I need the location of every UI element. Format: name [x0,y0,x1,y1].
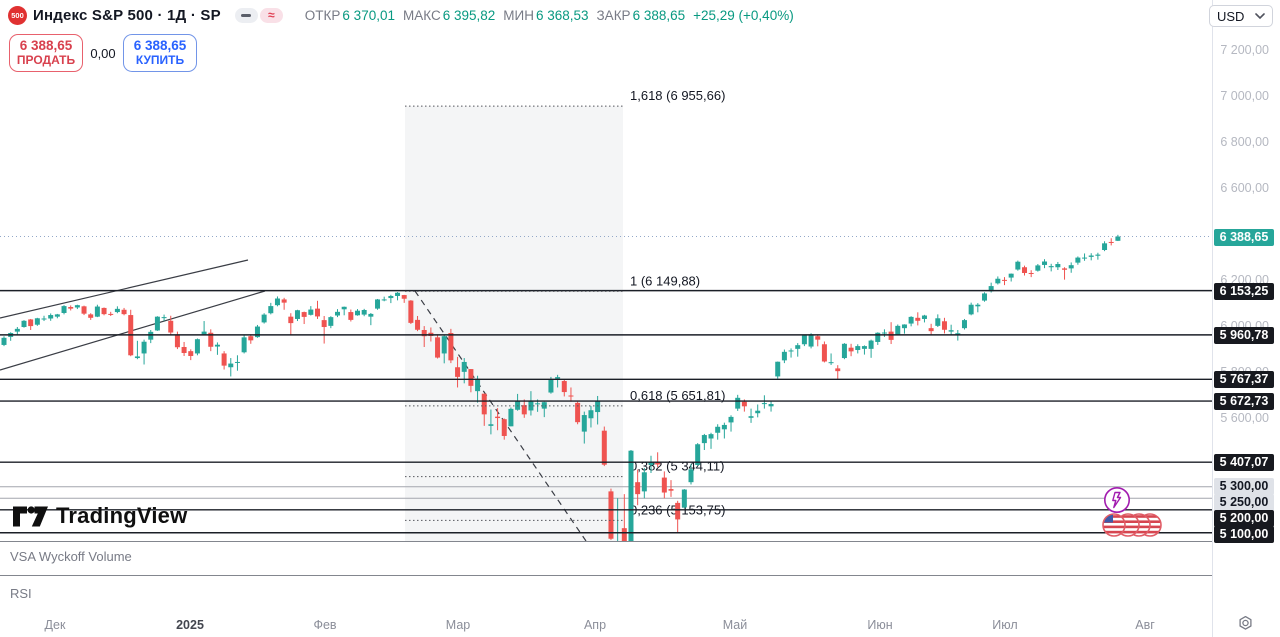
spread-value: 0,00 [90,45,116,61]
us-flag-circles-icon[interactable] [1098,511,1166,544]
time-axis-label: Мар [445,618,471,632]
time-axis[interactable]: Дек 2025 Фев Мар Апр Май Июн Июл Авг [0,610,1280,637]
time-axis-label: Май [722,618,748,632]
fib-level-label: 1 (6 149,88) [630,273,700,288]
price-axis-label: 5 600,00 [1220,410,1269,425]
sp500-logo-icon: 500 [8,5,27,25]
lightning-bolt-icon[interactable] [1103,486,1131,519]
price-axis-label: 6 600,00 [1220,180,1269,195]
chevron-down-icon [1255,12,1265,19]
open-label: ОТКР [304,7,341,23]
close-value: 6 388,65 [632,7,686,23]
fib-level-label: 0,618 (5 651,81) [630,388,725,403]
buy-button[interactable]: 6 388,65 КУПИТЬ [123,34,197,72]
price-level-badge[interactable]: 5 767,37 [1214,370,1274,388]
approx-pill-icon[interactable]: ≈ [259,7,283,23]
sell-button[interactable]: 6 388,65 ПРОДАТЬ [9,34,83,72]
minus-pill-icon[interactable] [234,7,258,23]
trend-line[interactable] [0,259,249,319]
price-level-badge[interactable]: 5 250,00 [1214,493,1274,511]
trade-panel: 6 388,65 ПРОДАТЬ 0,00 6 388,65 КУПИТЬ [9,34,197,72]
time-axis-label: Фев [313,618,337,632]
symbol-title[interactable]: Индекс S&P 500 · 1Д · SP [33,6,221,24]
price-axis-label: 7 200,00 [1220,43,1269,57]
time-axis-label: Авг [1135,618,1155,632]
current-price-badge[interactable]: 6 388,65 [1214,228,1274,246]
time-axis-label: Апр [583,618,607,632]
high-value: 6 395,82 [442,7,496,23]
time-axis-label: Дек [44,618,66,632]
price-level-badge[interactable]: 5 200,00 [1214,509,1274,527]
price-level-badge[interactable]: 5 960,78 [1214,326,1274,344]
change-value: +25,29 (+0,40%) [693,7,794,23]
currency-value: USD [1217,8,1245,24]
price-level-badge[interactable]: 5 407,07 [1214,453,1274,471]
buy-price: 6 388,65 [133,38,187,54]
pane-separator[interactable] [0,541,1280,542]
low-label: МИН [503,7,534,23]
time-axis-settings-icon[interactable] [1237,615,1254,637]
high-label: МАКС [402,7,441,23]
sell-label: ПРОДАТЬ [16,52,76,67]
tradingview-watermark: TradingView [12,502,187,529]
tradingview-logo-icon [13,506,48,527]
price-level-badge[interactable]: 5 300,00 [1214,477,1274,495]
time-axis-label: 2025 [176,618,204,632]
pane-separator[interactable] [0,575,1280,576]
fib-level-label: 1,618 (6 955,66) [630,88,725,103]
candlestick-chart: 1,618 (6 955,66) 1 (6 149,88) 0,618 (5 651… [0,88,1212,541]
time-axis-label: Июл [992,618,1018,632]
symbol-toolbar: 500 Индекс S&P 500 · 1Д · SP ≈ ОТКР 6 37… [0,0,1210,30]
candlestick-series [1,234,1121,541]
ohlc-readout: ОТКР 6 370,01 МАКС 6 395,82 МИН 6 368,53… [305,8,802,23]
time-axis-label: Июн [867,618,893,632]
open-value: 6 370,01 [342,7,395,23]
buy-label: КУПИТЬ [135,52,185,67]
rsi-pane-label[interactable]: RSI [10,586,32,601]
sell-price: 6 388,65 [19,38,73,54]
price-level-badge[interactable]: 5 672,73 [1214,392,1274,410]
price-axis[interactable]: USD 7 200,00 7 000,00 6 800,00 6 600,00 6 20… [1209,0,1280,610]
price-axis-label: 6 800,00 [1220,134,1269,149]
axis-divider [1212,0,1213,637]
watermark-text: TradingView [56,502,188,528]
currency-selector[interactable]: USD [1209,5,1273,27]
low-value: 6 368,53 [535,7,589,23]
volume-pane-label[interactable]: VSA Wyckoff Volume [10,549,132,564]
fib-retracement-area[interactable] [405,106,623,541]
price-axis-label: 7 000,00 [1220,88,1269,103]
price-level-badge[interactable]: 6 153,25 [1214,282,1274,300]
price-level-badge[interactable]: 5 100,00 [1214,525,1274,543]
main-chart-pane[interactable]: 1,618 (6 955,66) 1 (6 149,88) 0,618 (5 651… [0,0,1212,541]
close-label: ЗАКР [596,7,631,23]
